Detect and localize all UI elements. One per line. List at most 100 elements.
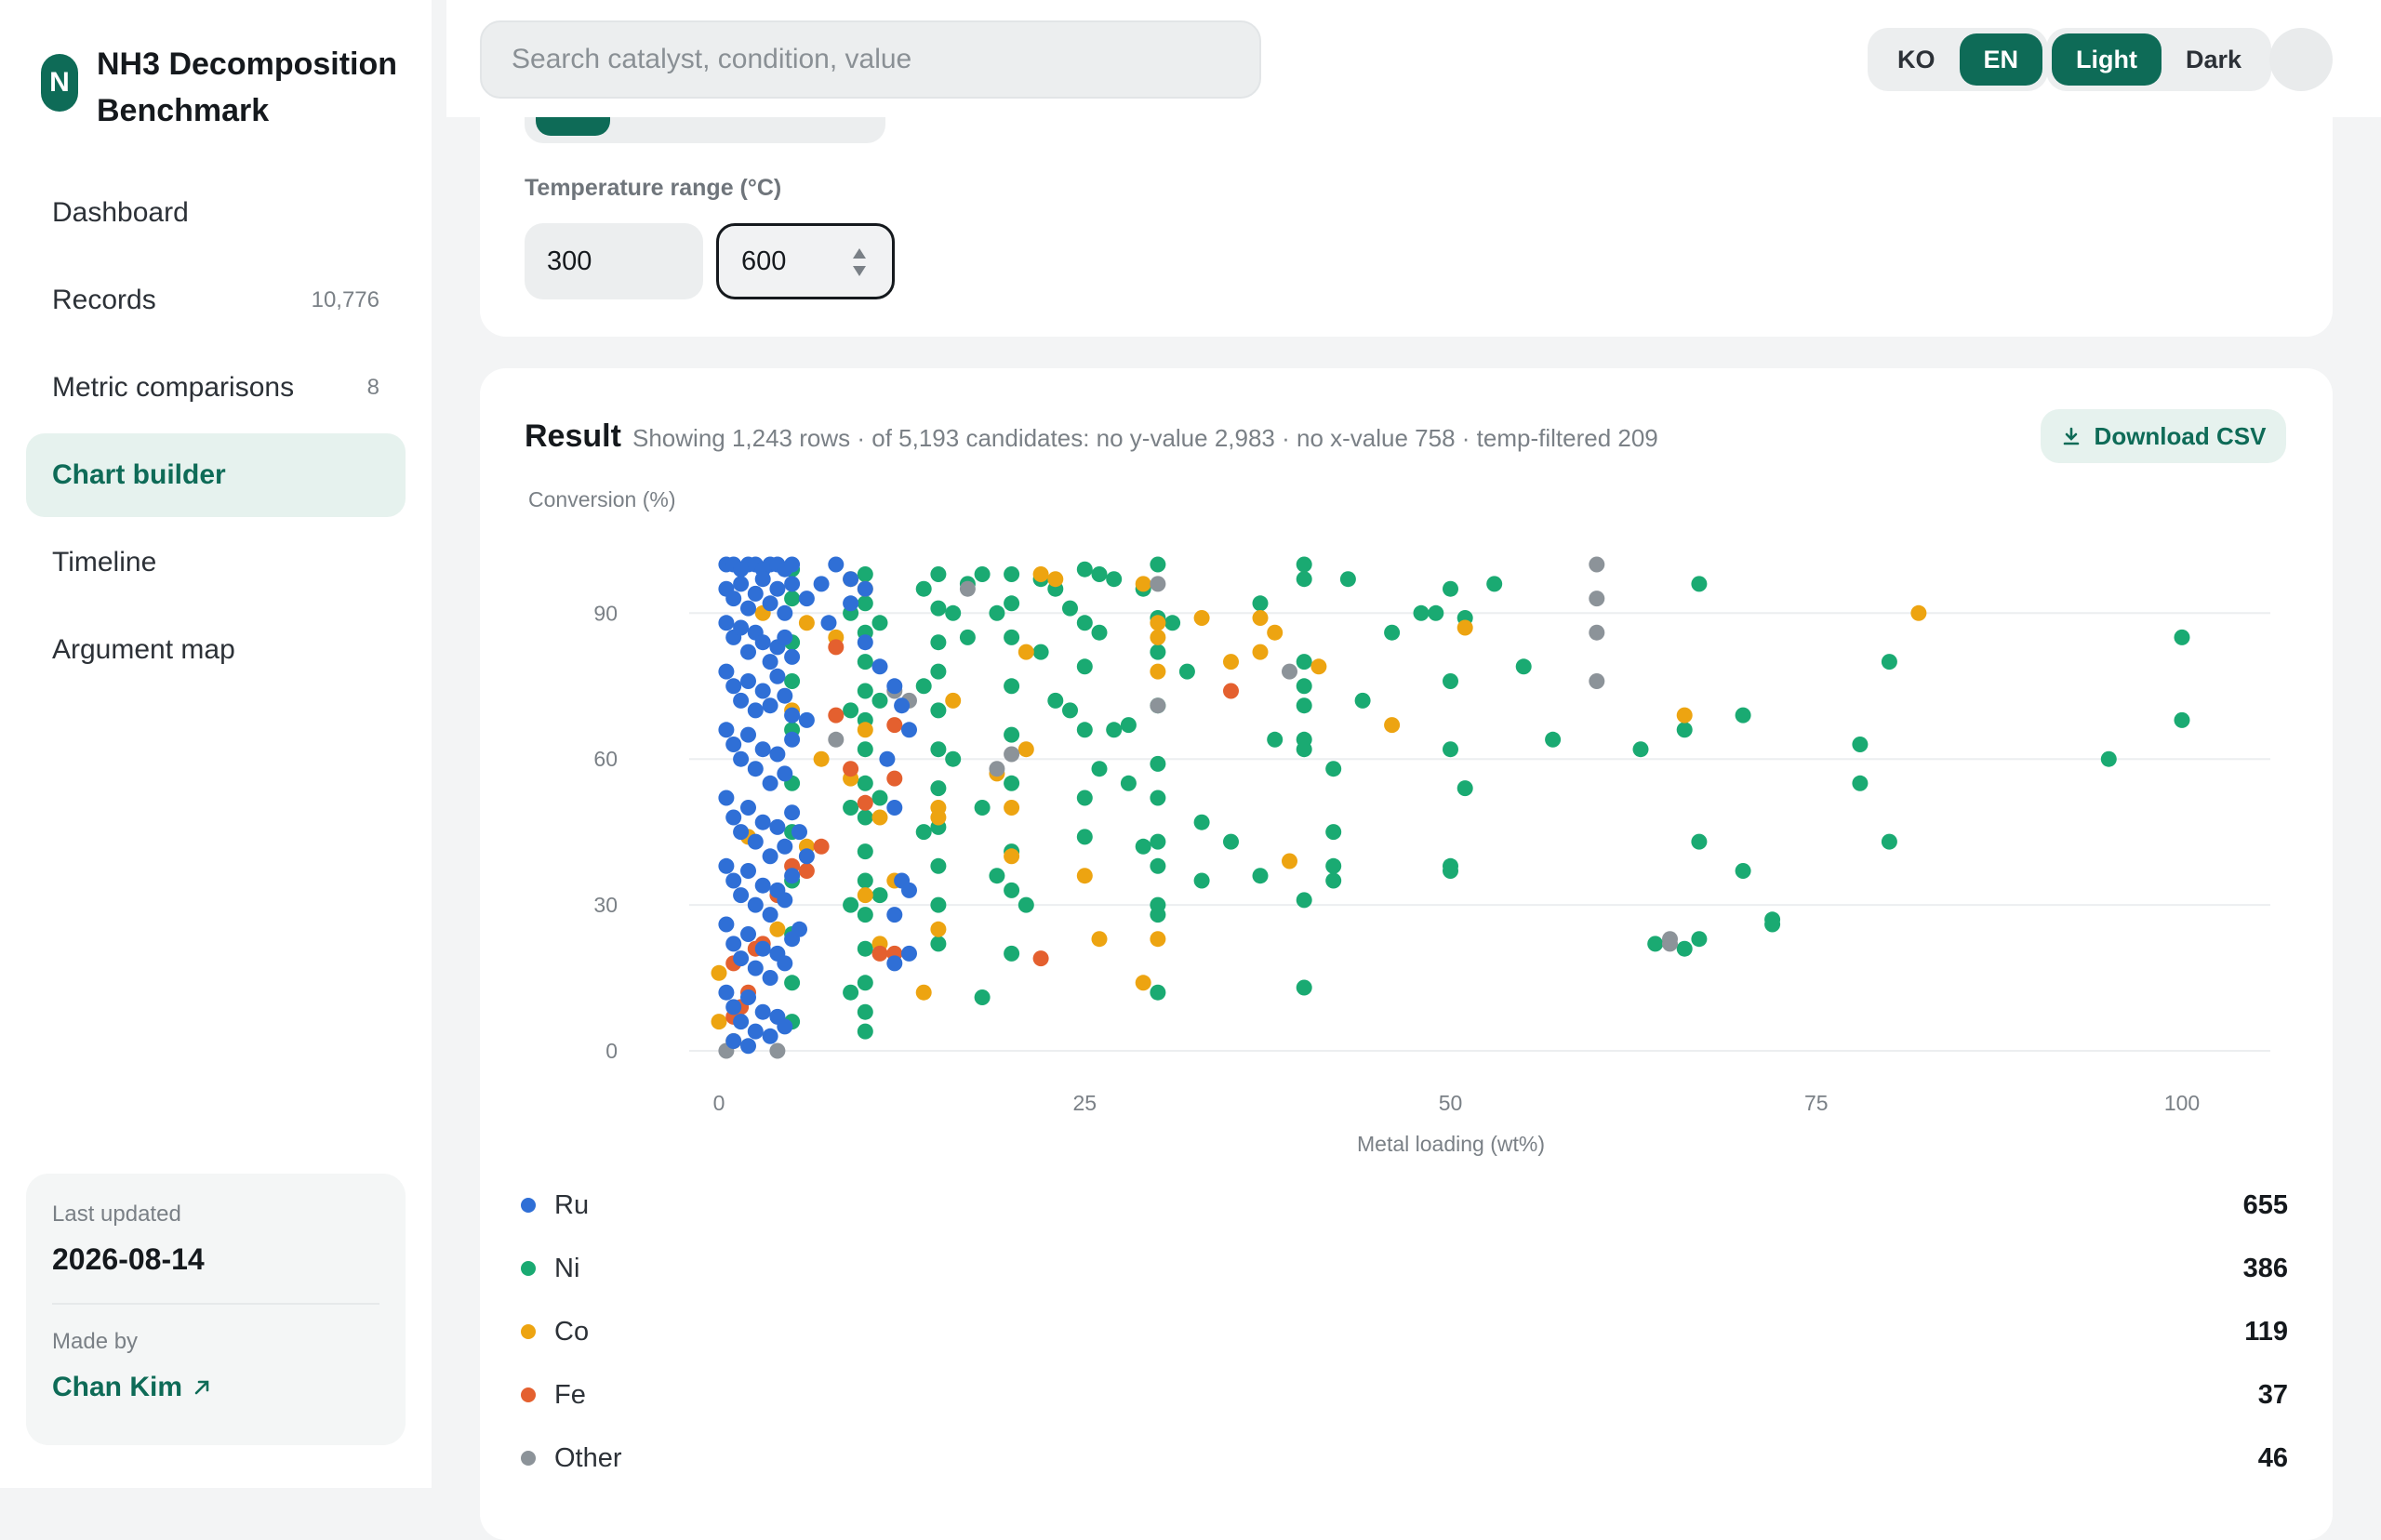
data-point-ru[interactable] — [747, 761, 764, 777]
data-point-ru[interactable] — [740, 726, 756, 743]
legend-item-ru[interactable]: Ru 655 — [521, 1174, 2288, 1237]
data-point-ru[interactable] — [747, 833, 764, 850]
data-point-ni[interactable] — [857, 775, 873, 791]
data-point-ni[interactable] — [1178, 663, 1195, 680]
data-point-co[interactable] — [1018, 741, 1034, 758]
data-point-ni[interactable] — [930, 702, 947, 719]
data-point-ni[interactable] — [1004, 945, 1020, 962]
data-point-ni[interactable] — [1545, 731, 1562, 748]
data-point-co[interactable] — [1457, 619, 1473, 636]
data-point-ru[interactable] — [747, 585, 764, 602]
data-point-ni[interactable] — [857, 907, 873, 923]
data-point-ru[interactable] — [798, 848, 815, 865]
data-point-other[interactable] — [1662, 936, 1678, 952]
data-point-ni[interactable] — [843, 896, 859, 913]
data-point-ru[interactable] — [784, 556, 801, 573]
data-point-ru[interactable] — [784, 648, 801, 665]
sidebar-item-metric-comparisons[interactable]: Metric comparisons 8 — [26, 346, 406, 430]
data-point-fe[interactable] — [1032, 950, 1049, 967]
data-point-other[interactable] — [769, 1042, 786, 1059]
legend-item-fe[interactable]: Fe 37 — [521, 1363, 2288, 1427]
data-point-other[interactable] — [1150, 576, 1166, 592]
data-point-ru[interactable] — [718, 857, 735, 874]
data-point-ni[interactable] — [1076, 615, 1093, 631]
avatar[interactable] — [2269, 28, 2333, 91]
data-point-ru[interactable] — [733, 950, 750, 967]
data-point-ru[interactable] — [777, 687, 793, 704]
data-point-ni[interactable] — [1150, 556, 1166, 573]
data-point-fe[interactable] — [813, 838, 830, 855]
data-point-co[interactable] — [930, 800, 947, 816]
data-point-ni[interactable] — [1339, 571, 1356, 588]
data-point-ni[interactable] — [1735, 863, 1751, 879]
data-point-co[interactable] — [945, 692, 962, 709]
data-point-ru[interactable] — [784, 868, 801, 884]
data-point-ni[interactable] — [1691, 576, 1708, 592]
data-point-ni[interactable] — [1676, 722, 1693, 738]
data-point-ru[interactable] — [777, 892, 793, 909]
data-point-ni[interactable] — [930, 896, 947, 913]
data-point-ru[interactable] — [725, 591, 742, 607]
data-point-ru[interactable] — [820, 615, 837, 631]
data-point-co[interactable] — [1047, 571, 1064, 588]
data-point-ru[interactable] — [733, 692, 750, 709]
data-point-co[interactable] — [1150, 629, 1166, 645]
data-point-ni[interactable] — [989, 604, 1005, 621]
data-point-co[interactable] — [1150, 931, 1166, 948]
data-point-ru[interactable] — [754, 1003, 771, 1020]
data-point-ru[interactable] — [828, 556, 845, 573]
data-point-ni[interactable] — [1296, 697, 1312, 714]
data-point-ni[interactable] — [1076, 658, 1093, 675]
data-point-ru[interactable] — [725, 678, 742, 695]
data-point-ni[interactable] — [1004, 566, 1020, 582]
data-point-ni[interactable] — [1047, 692, 1064, 709]
data-point-ni[interactable] — [1076, 829, 1093, 845]
data-point-co[interactable] — [798, 615, 815, 631]
data-point-co[interactable] — [1091, 931, 1108, 948]
data-point-ru[interactable] — [754, 814, 771, 830]
data-point-ru[interactable] — [740, 600, 756, 617]
data-point-ni[interactable] — [857, 809, 873, 826]
data-point-ni[interactable] — [930, 857, 947, 874]
data-point-ru[interactable] — [725, 809, 742, 826]
data-point-co[interactable] — [871, 809, 888, 826]
data-point-ni[interactable] — [1443, 741, 1458, 758]
data-point-ni[interactable] — [930, 780, 947, 797]
data-point-ru[interactable] — [718, 916, 735, 933]
data-point-ru[interactable] — [784, 576, 801, 592]
data-point-ni[interactable] — [1296, 678, 1312, 695]
data-point-ni[interactable] — [1647, 936, 1664, 952]
data-point-ni[interactable] — [1632, 741, 1649, 758]
data-point-ru[interactable] — [747, 1023, 764, 1040]
search-bar[interactable] — [480, 20, 1261, 99]
data-point-ni[interactable] — [945, 750, 962, 767]
data-point-ni[interactable] — [1062, 702, 1078, 719]
data-point-ru[interactable] — [725, 872, 742, 889]
data-point-ru[interactable] — [754, 683, 771, 699]
data-point-co[interactable] — [711, 964, 727, 981]
data-point-ni[interactable] — [974, 989, 991, 1005]
data-point-ni[interactable] — [1164, 615, 1181, 631]
data-point-ni[interactable] — [1193, 814, 1210, 830]
theme-light-button[interactable]: Light — [2052, 33, 2162, 86]
data-point-ni[interactable] — [1120, 775, 1137, 791]
data-point-ru[interactable] — [784, 731, 801, 748]
data-point-ni[interactable] — [857, 566, 873, 582]
data-point-ni[interactable] — [1325, 872, 1342, 889]
data-point-co[interactable] — [1135, 576, 1151, 592]
data-point-ru[interactable] — [886, 955, 903, 972]
data-point-other[interactable] — [1282, 663, 1297, 680]
data-point-ru[interactable] — [725, 999, 742, 1016]
data-point-ni[interactable] — [930, 566, 947, 582]
data-point-ni[interactable] — [1004, 775, 1020, 791]
data-point-ru[interactable] — [747, 960, 764, 976]
data-point-ni[interactable] — [1296, 571, 1312, 588]
data-point-ni[interactable] — [989, 868, 1005, 884]
data-point-other[interactable] — [1589, 624, 1605, 641]
data-point-co[interactable] — [1193, 610, 1210, 626]
data-point-ni[interactable] — [1150, 644, 1166, 660]
data-point-ni[interactable] — [857, 843, 873, 860]
data-point-ru[interactable] — [784, 707, 801, 724]
data-point-ni[interactable] — [1120, 717, 1137, 734]
data-point-ru[interactable] — [777, 1018, 793, 1035]
